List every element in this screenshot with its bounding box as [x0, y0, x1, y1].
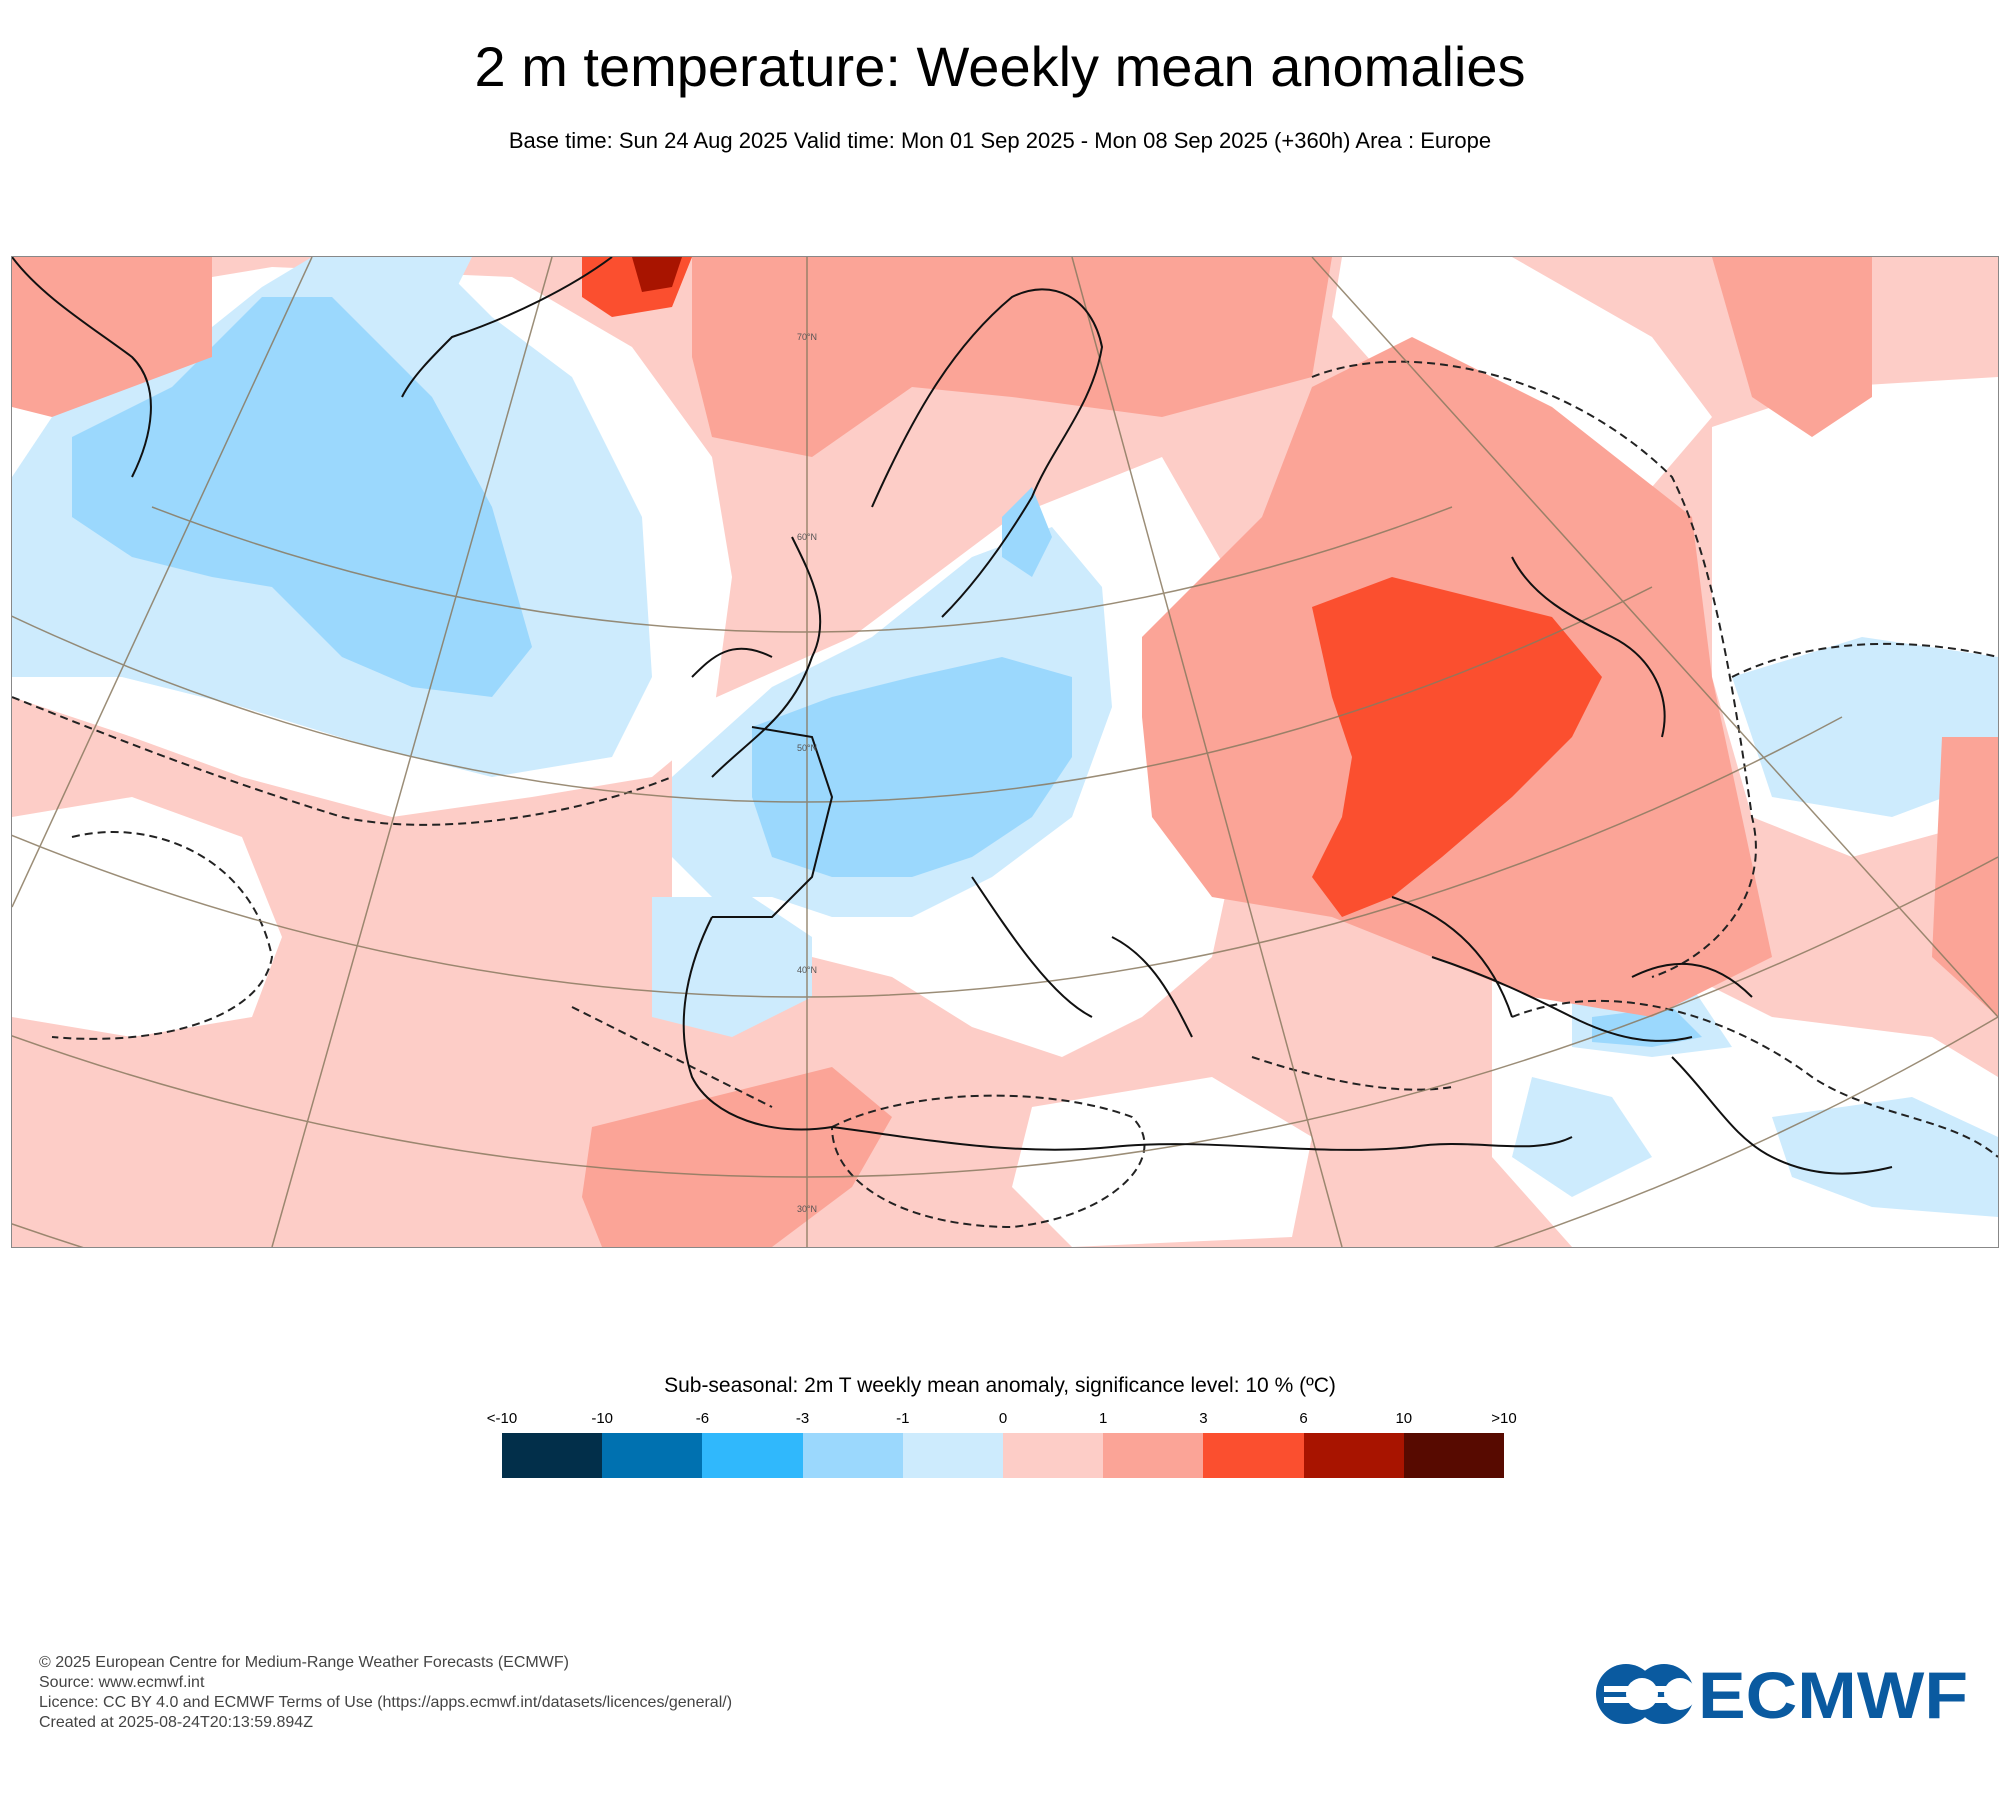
logo-text: ECMWF: [1698, 1660, 1968, 1730]
hot-zone-ukraine-russia: [1312, 577, 1602, 917]
chart-title: 2 m temperature: Weekly mean anomalies: [474, 35, 1526, 98]
footer-created: Created at 2025-08-24T20:13:59.894Z: [39, 1714, 313, 1731]
legend-tick-label: -3: [795, 1410, 810, 1427]
coastlines: [12, 257, 1893, 1175]
footer: © 2025 European Centre for Medium-Range …: [39, 1653, 732, 1733]
legend-swatch-5: [1003, 1433, 1104, 1478]
lat-label-70: 70°N: [797, 332, 817, 342]
ecmwf-logo: ECMWF: [1594, 1658, 1974, 1732]
legend-tick-label: -6: [695, 1410, 710, 1427]
lat-label-50: 50°N: [797, 743, 817, 753]
lat-label-60: 60°N: [797, 532, 817, 542]
cold-zone-atlantic: [72, 297, 532, 697]
neutral-zone-north: [1332, 257, 1712, 487]
very-hot-zone-greenland: [632, 257, 682, 292]
footer-source: Source: www.ecmwf.int: [39, 1674, 205, 1691]
legend-tick-label: 3: [1199, 1410, 1208, 1427]
chart-subtitle: Base time: Sun 24 Aug 2025 Valid time: M…: [508, 128, 1492, 153]
warm-zone-east-edge: [1932, 737, 1998, 1017]
lat-label-30: 30°N: [797, 1204, 817, 1214]
legend-title: Sub-seasonal: 2m T weekly mean anomaly, …: [664, 1374, 1336, 1397]
map-canvas: 70°N 60°N 50°N 40°N 30°N: [12, 257, 1998, 1247]
legend-swatch-1: [602, 1433, 703, 1478]
logo-symbol-icon: [1596, 1664, 1696, 1724]
graticule-lines: [12, 257, 1998, 1247]
warm-zone-northwest: [12, 257, 212, 417]
warm-zone-morocco: [582, 1067, 892, 1247]
legend-swatch-7: [1203, 1433, 1304, 1478]
legend-tick-label: 10: [1395, 1410, 1413, 1427]
cool-zone-greenland: [392, 257, 472, 347]
cool-zone-east: [1732, 637, 1998, 817]
legend-tick-label: >10: [1491, 1410, 1517, 1427]
legend-swatch-9: [1403, 1433, 1505, 1478]
legend-tick-label: 6: [1299, 1410, 1308, 1427]
cool-zone-iberia: [652, 897, 812, 1037]
warm-zone-arctic: [692, 257, 1332, 457]
legend-tick-label: <-10: [486, 1410, 518, 1427]
legend-tick-label: -10: [591, 1410, 614, 1427]
cool-zone-southeast: [1512, 1077, 1652, 1197]
legend-tick-label: 0: [998, 1410, 1008, 1427]
color-legend: [502, 1433, 1505, 1478]
lat-label-40: 40°N: [797, 965, 817, 975]
significance-contours: [12, 360, 1998, 1229]
logo-graphic: ECMWF: [1596, 1658, 1968, 1732]
neutral-zone-africa: [1012, 1077, 1312, 1247]
legend-swatch-8: [1303, 1433, 1404, 1478]
cold-zone-blacksea: [1592, 1007, 1702, 1047]
legend-swatch-6: [1103, 1433, 1204, 1478]
anomaly-map[interactable]: 70°N 60°N 50°N 40°N 30°N: [11, 256, 1999, 1248]
cold-zone-scandinavia: [1002, 487, 1052, 577]
footer-copyright: © 2025 European Centre for Medium-Range …: [39, 1654, 569, 1671]
legend-tick-label: 1: [1099, 1410, 1108, 1427]
neutral-zone-west-atlantic: [12, 797, 282, 1037]
legend-swatch-4: [902, 1433, 1004, 1478]
legend-ticks: <-10 -10 -6 -3 -1 0 1 3 6 10 >10: [0, 1410, 2000, 1430]
legend-swatch-2: [702, 1433, 803, 1478]
footer-licence: Licence: CC BY 4.0 and ECMWF Terms of Us…: [39, 1694, 733, 1711]
legend-swatch-0: [502, 1433, 603, 1478]
legend-swatch-3: [802, 1433, 903, 1478]
cold-zone-france: [752, 657, 1072, 877]
warm-zone-northeast: [1712, 257, 1872, 437]
legend-tick-label: -1: [896, 1410, 910, 1427]
